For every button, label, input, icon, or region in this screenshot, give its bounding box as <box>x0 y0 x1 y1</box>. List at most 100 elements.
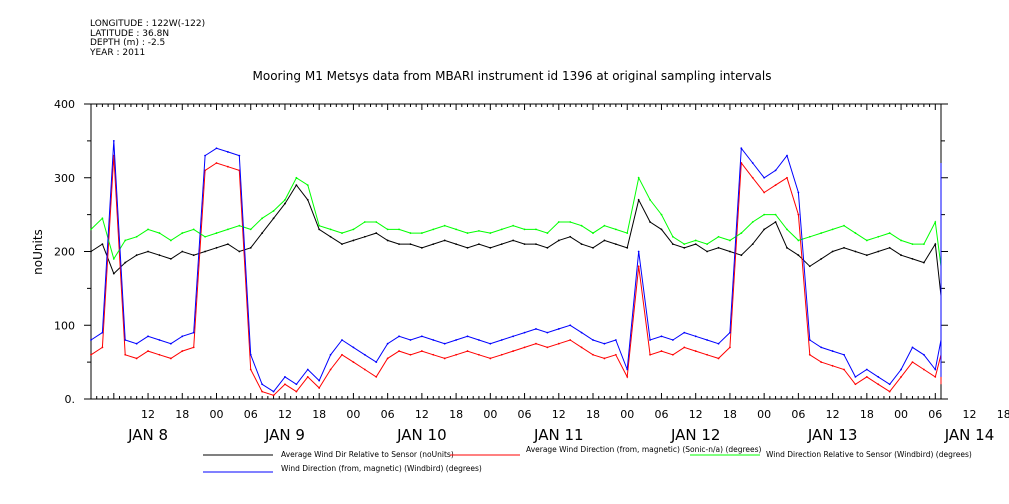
series-point-1 <box>249 246 252 249</box>
series-point-3 <box>603 224 606 227</box>
series-line-3 <box>90 176 942 267</box>
series-point-1 <box>854 250 857 253</box>
series-point-4 <box>124 339 127 341</box>
series-point-3 <box>398 228 400 231</box>
series-point-1 <box>831 250 834 253</box>
x-tick-label: 06 <box>928 408 942 421</box>
series-point-2 <box>877 383 880 386</box>
legend-entry: Average Wind Dir Relative to Sensor (noU… <box>281 450 454 459</box>
x-tick-label: 00 <box>210 408 224 421</box>
series-point-2 <box>295 390 298 393</box>
series-point-3 <box>261 217 264 220</box>
series-point-2 <box>181 350 184 352</box>
x-tick-label: 06 <box>791 408 805 421</box>
series-point-4 <box>820 346 823 349</box>
series-point-3 <box>329 228 332 231</box>
series-point-2 <box>90 353 92 356</box>
series-point-1 <box>808 265 811 268</box>
series-point-3 <box>786 228 788 231</box>
x-day-label: JAN 8 <box>127 426 168 444</box>
series-point-1 <box>215 246 218 249</box>
series-point-3 <box>158 232 161 234</box>
series-point-2 <box>843 368 845 371</box>
series-point-2 <box>637 265 640 268</box>
series-point-1 <box>147 250 149 253</box>
series-point-3 <box>900 239 902 242</box>
series-point-2 <box>717 357 720 360</box>
series-point-2 <box>466 350 469 352</box>
series-point-4 <box>683 331 686 334</box>
series-point-3 <box>592 232 594 234</box>
series-point-3 <box>204 235 206 238</box>
series-point-2 <box>500 353 503 356</box>
series-point-1 <box>124 261 127 264</box>
series-point-3 <box>238 224 241 227</box>
series-point-2 <box>922 368 925 371</box>
series-point-1 <box>592 246 594 249</box>
series-point-3 <box>820 232 823 234</box>
series-point-3 <box>671 235 674 238</box>
series-point-1 <box>774 221 777 223</box>
x-tick-label: 12 <box>826 408 840 421</box>
series-point-4 <box>614 339 617 341</box>
series-point-4 <box>409 339 412 341</box>
series-point-2 <box>147 350 149 352</box>
series-point-4 <box>535 328 537 330</box>
series-point-2 <box>865 375 868 378</box>
series-point-1 <box>443 239 446 242</box>
series-point-3 <box>272 210 275 212</box>
series-point-4 <box>420 335 423 338</box>
series-point-4 <box>637 250 640 253</box>
series-point-3 <box>455 228 458 231</box>
x-tick-label: 06 <box>518 408 532 421</box>
series-point-1 <box>261 232 264 234</box>
series-line-1 <box>90 184 942 296</box>
series-point-4 <box>398 335 400 338</box>
series-point-1 <box>820 257 823 260</box>
series-point-1 <box>500 243 503 246</box>
series-point-3 <box>375 221 378 223</box>
series-point-4 <box>329 353 332 356</box>
series-point-2 <box>124 353 127 356</box>
series-point-1 <box>227 243 229 246</box>
series-point-1 <box>272 217 275 220</box>
series-point-2 <box>774 184 777 187</box>
year-label: YEAR : 2011 <box>90 47 146 58</box>
series-point-3 <box>934 221 937 223</box>
series-point-1 <box>877 250 880 253</box>
series-point-1 <box>717 246 720 249</box>
series-point-1 <box>204 250 206 253</box>
series-point-4 <box>877 375 880 378</box>
series-point-2 <box>478 353 480 356</box>
legend: Average Wind Dir Relative to Sensor (noU… <box>203 445 972 473</box>
x-tick-label: 18 <box>860 408 874 421</box>
y-tick-label: 0. <box>65 393 76 406</box>
series-point-1 <box>295 184 298 187</box>
series-point-3 <box>843 224 845 227</box>
series-point-1 <box>112 272 115 275</box>
series-point-2 <box>489 357 492 360</box>
series-point-2 <box>900 375 902 378</box>
series-line-4 <box>90 140 942 393</box>
series-point-4 <box>261 383 264 386</box>
series-point-4 <box>432 339 435 341</box>
series-point-2 <box>158 353 161 356</box>
series-point-3 <box>295 176 298 179</box>
series-point-2 <box>420 350 423 352</box>
series-point-1 <box>375 232 378 234</box>
series-point-3 <box>318 224 321 227</box>
series-point-4 <box>112 139 115 142</box>
series-point-2 <box>432 353 435 356</box>
x-tick-label: 18 <box>449 408 463 421</box>
series-point-1 <box>420 246 423 249</box>
series-point-4 <box>147 335 149 338</box>
series-point-2 <box>729 346 731 349</box>
series-point-2 <box>820 361 823 364</box>
series-point-2 <box>580 346 583 349</box>
series-point-3 <box>215 232 218 234</box>
series-point-1 <box>192 254 195 257</box>
x-day-label: JAN 9 <box>264 426 305 444</box>
series-point-4 <box>922 353 925 356</box>
series-point-4 <box>797 191 800 194</box>
